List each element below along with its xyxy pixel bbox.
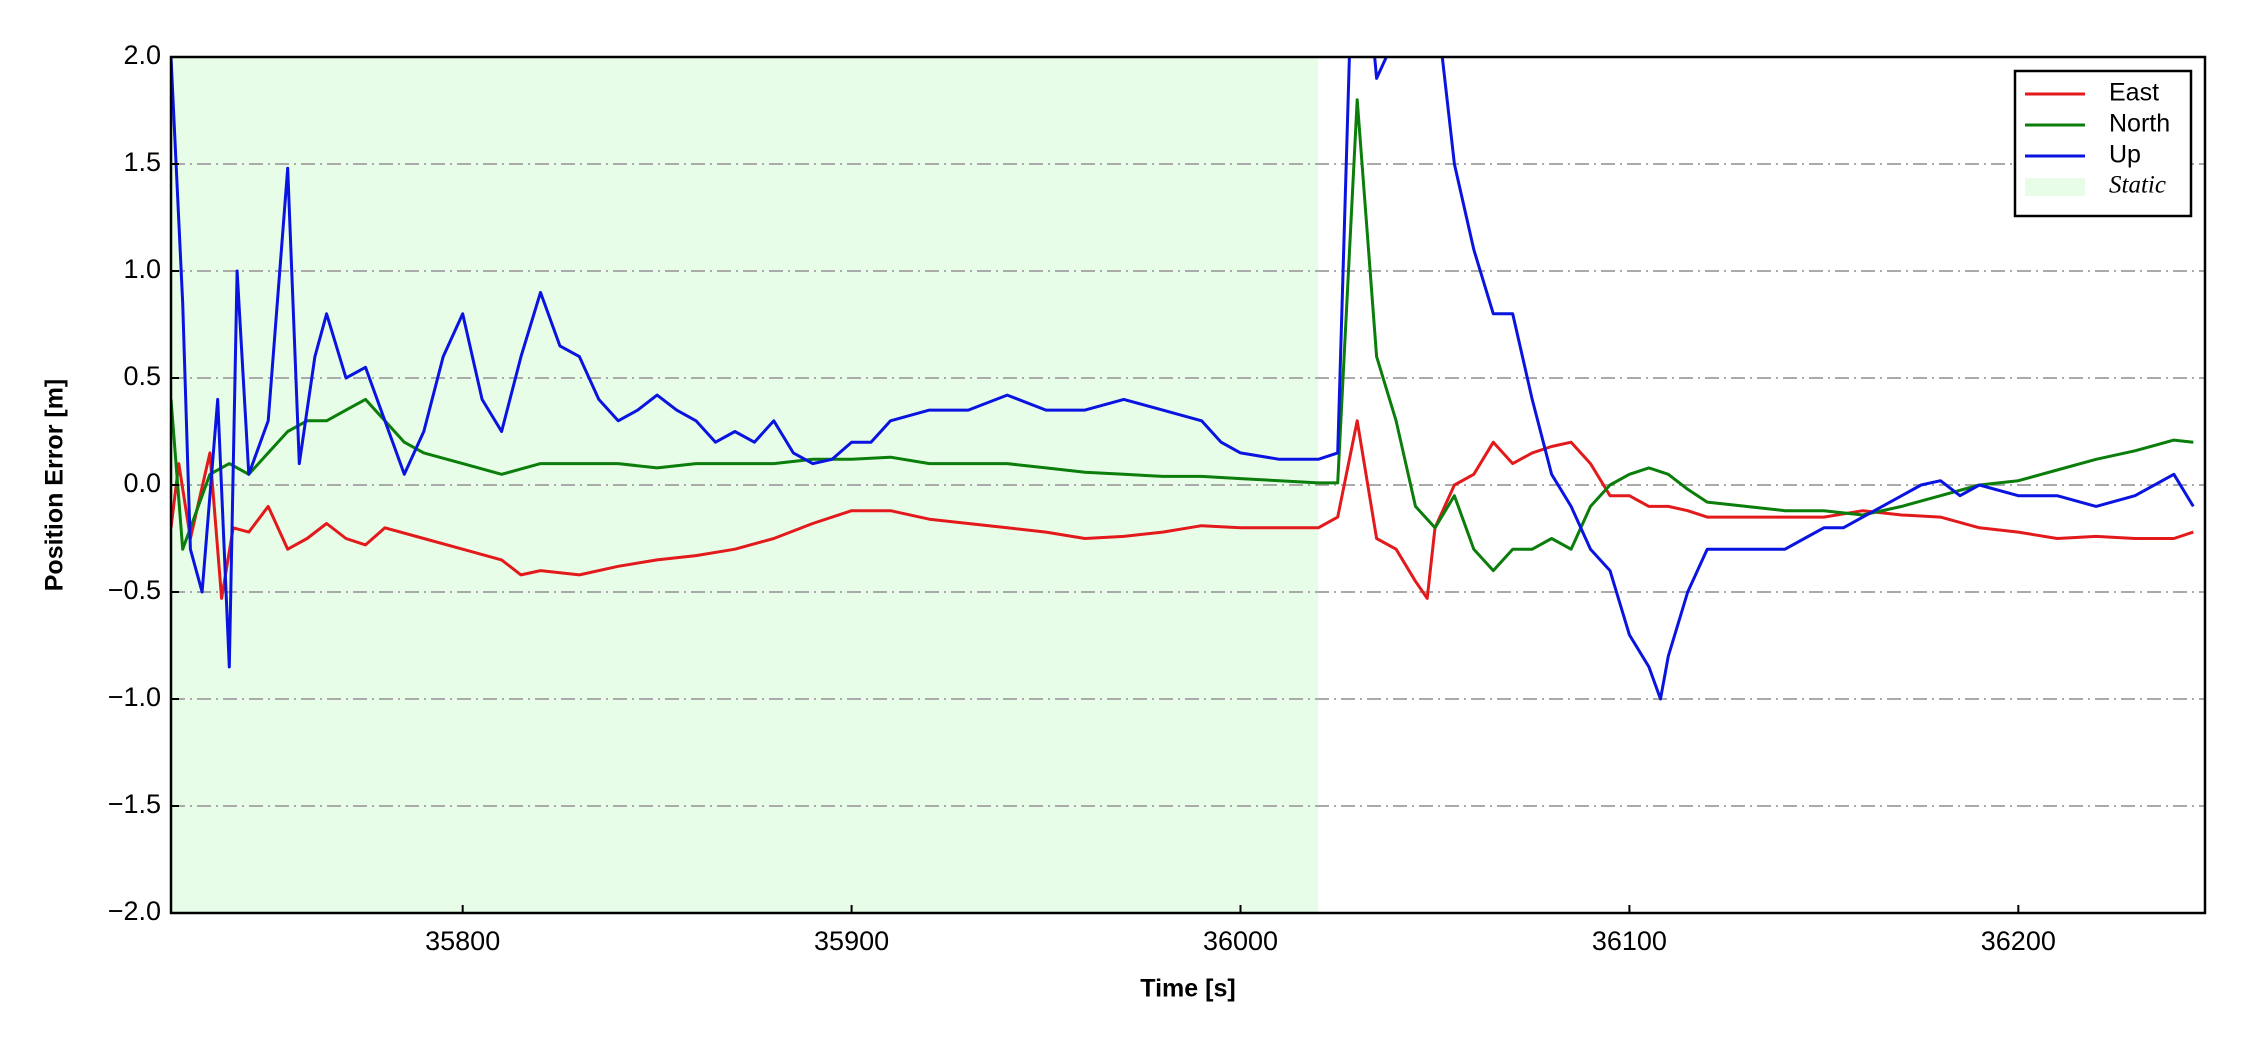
- y-tick-label: 0.5: [123, 361, 161, 391]
- legend-swatch: [2025, 178, 2085, 196]
- x-tick-label: 35900: [814, 926, 889, 956]
- x-axis-label: Time [s]: [1140, 975, 1235, 1003]
- x-tick-label: 36000: [1203, 926, 1278, 956]
- series-line: [171, 57, 2195, 701]
- x-tick-label: 35800: [425, 926, 500, 956]
- y-tick-label: −1.5: [108, 789, 161, 819]
- y-tick-label: 0.0: [123, 468, 161, 498]
- y-tick-label: −1.0: [108, 682, 161, 712]
- legend-label: East: [2109, 79, 2159, 107]
- x-tick-label: 36100: [1592, 926, 1667, 956]
- legend-label: North: [2109, 110, 2170, 138]
- y-tick-label: 2.0: [123, 40, 161, 70]
- y-tick-label: −2.0: [108, 896, 161, 926]
- x-tick-label: 36200: [1981, 926, 2056, 956]
- plot-frame: [169, 55, 2207, 915]
- series-line: [171, 98, 2194, 573]
- y-tick-label: −0.5: [108, 575, 161, 605]
- y-tick-label: 1.5: [123, 147, 161, 177]
- series-line: [171, 419, 2194, 600]
- y-tick-label: 1.0: [123, 254, 161, 284]
- y-axis-label: Position Error [m]: [41, 379, 69, 592]
- legend-label: Static: [2109, 172, 2166, 199]
- plot-area: [171, 57, 2205, 913]
- legend-label: Up: [2109, 141, 2141, 169]
